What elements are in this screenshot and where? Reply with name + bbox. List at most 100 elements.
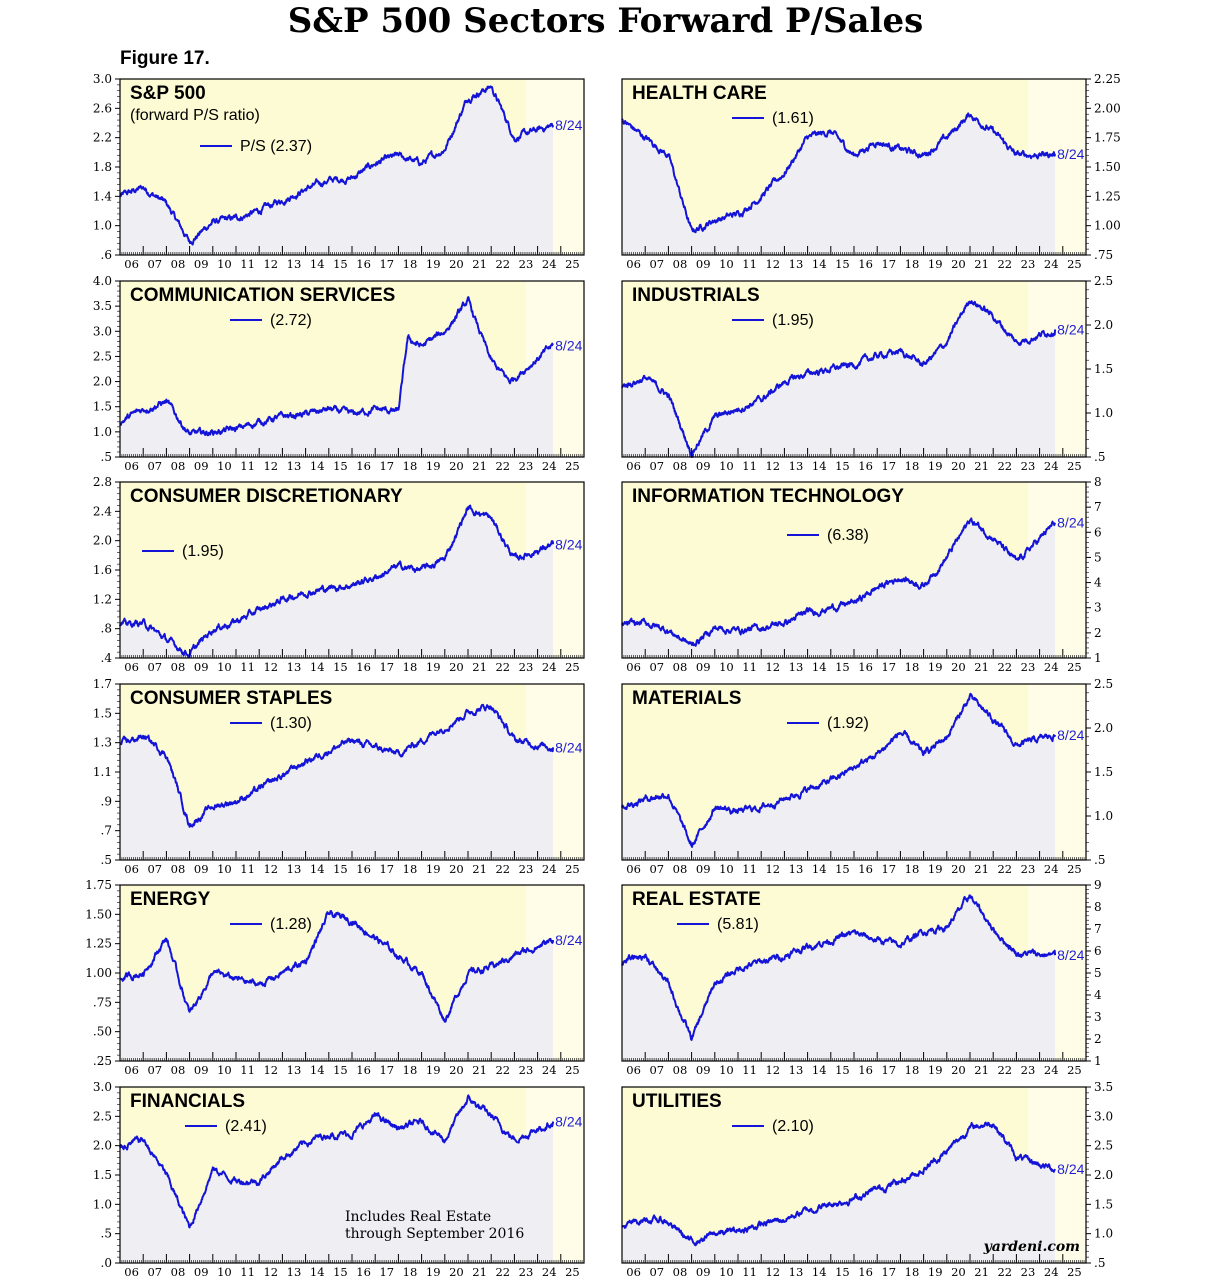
- x-tick-label: 22: [495, 459, 510, 473]
- y-tick-label: 8: [1094, 475, 1102, 489]
- x-tick-label: 06: [626, 862, 641, 876]
- x-tick-label: 22: [495, 257, 510, 271]
- x-tick-label: 18: [905, 862, 920, 876]
- area-fill: [622, 895, 1056, 1061]
- x-tick-label: 12: [263, 257, 278, 271]
- y-tick-label: 2.0: [1094, 721, 1113, 735]
- x-tick-label: 22: [997, 257, 1012, 271]
- panel-title: S&P 500: [130, 83, 206, 104]
- y-tick-label: 1.5: [1094, 1197, 1113, 1211]
- series-line: [621, 1121, 1056, 1247]
- x-tick-label: 08: [673, 257, 688, 271]
- chart-panel: 06 07 08 09 10 11 12 13 14 15 16 17 18 19 20 21 22 23 24 25…: [85, 878, 585, 1077]
- x-tick-label: 10: [217, 1063, 232, 1077]
- x-tick-label: 18: [403, 257, 418, 271]
- x-axis: 06 07 08 09 10 11 12 13 14 15 16 17 18 19 20 21 22 23 24 25: [621, 448, 1087, 473]
- x-tick-label: 06: [626, 459, 641, 473]
- y-axis: 3.0 2.5 2.0 1.5 1.0 .5 .0: [93, 1080, 120, 1270]
- x-tick-label: 07: [649, 862, 664, 876]
- x-tick-label: 21: [472, 459, 487, 473]
- x-tick-label: 09: [194, 660, 209, 674]
- x-tick-label: 23: [1021, 660, 1036, 674]
- x-tick-label: 14: [310, 257, 325, 271]
- y-axis: 3.5 3.0 2.5 2.0 1.5 1.0 .5: [1086, 1080, 1113, 1270]
- area-fill: [120, 297, 554, 457]
- y-tick-label: 1.4: [93, 189, 112, 203]
- x-tick-label: 19: [426, 1265, 441, 1279]
- y-tick-label: .50: [93, 1025, 112, 1039]
- x-tick-label: 25: [1067, 862, 1082, 876]
- x-tick-label: 10: [719, 257, 734, 271]
- x-tick-label: 19: [426, 257, 441, 271]
- y-tick-label: 3.5: [93, 299, 112, 313]
- panel-title: INDUSTRIALS: [632, 285, 760, 306]
- x-tick-label: 14: [812, 257, 827, 271]
- area-fill: [120, 86, 554, 256]
- x-tick-label: 11: [240, 660, 255, 674]
- series-line: [621, 692, 1057, 848]
- x-tick-label: 24: [542, 257, 557, 271]
- panel-title: CONSUMER DISCRETIONARY: [130, 486, 403, 507]
- x-tick-label: 07: [147, 257, 162, 271]
- y-tick-label: 1.6: [93, 563, 112, 577]
- y-tick-label: 6: [1094, 944, 1102, 958]
- x-tick-label: 22: [495, 862, 510, 876]
- x-tick-label: 21: [974, 862, 989, 876]
- x-tick-label: 11: [240, 1265, 255, 1279]
- x-tick-label: 21: [472, 862, 487, 876]
- y-tick-label: 1.75: [85, 878, 112, 892]
- x-axis: 06 07 08 09 10 11 12 13 14 15 16 17 18 19 20 21 22 23 24 25: [119, 448, 585, 473]
- x-tick-label: 12: [765, 257, 780, 271]
- x-tick-label: 15: [333, 1265, 348, 1279]
- x-tick-label: 25: [1067, 1063, 1082, 1077]
- x-tick-label: 11: [742, 660, 757, 674]
- x-tick-label: 07: [649, 257, 664, 271]
- x-tick-label: 07: [649, 1265, 664, 1279]
- panel-title: MATERIALS: [632, 688, 741, 709]
- y-tick-label: 2: [1094, 626, 1102, 640]
- y-axis: 8 7 6 5 4 3 2 1: [1086, 475, 1102, 665]
- end-date-label: 8/24: [555, 536, 582, 552]
- end-date-label: 8/24: [1057, 146, 1084, 162]
- x-tick-label: 22: [495, 1265, 510, 1279]
- x-tick-label: 16: [858, 1063, 873, 1077]
- page-title: S&P 500 Sectors Forward P/Sales: [287, 1, 924, 41]
- x-tick-label: 10: [217, 257, 232, 271]
- x-tick-label: 17: [881, 1265, 896, 1279]
- y-axis: 3.0 2.6 2.2 1.8 1.4 1.0 .6: [93, 72, 120, 262]
- x-tick-label: 09: [696, 459, 711, 473]
- x-tick-label: 16: [356, 459, 371, 473]
- x-tick-label: 22: [997, 459, 1012, 473]
- series-line: [119, 703, 555, 828]
- legend-label: (6.38): [827, 527, 869, 544]
- x-tick-label: 07: [649, 459, 664, 473]
- x-tick-label: 23: [1021, 1063, 1036, 1077]
- chart-panel: 06 07 08 09 10 11 12 13 14 15 16 17 18 19 20 21 22 23 24 25…: [93, 677, 585, 876]
- end-date-label: 8/24: [555, 739, 582, 755]
- x-tick-label: 21: [974, 1063, 989, 1077]
- panel-title: REAL ESTATE: [632, 889, 761, 910]
- series-line: [119, 296, 554, 437]
- y-tick-label: 1.50: [1094, 160, 1121, 174]
- x-tick-label: 10: [217, 1265, 232, 1279]
- x-tick-label: 09: [696, 257, 711, 271]
- x-tick-label: 18: [403, 1265, 418, 1279]
- x-tick-label: 24: [1044, 257, 1059, 271]
- panel-title: ENERGY: [130, 889, 211, 910]
- figure-label: Figure 17.: [120, 48, 210, 69]
- y-tick-label: .5: [101, 1227, 112, 1241]
- y-tick-label: 3.5: [1094, 1080, 1113, 1094]
- x-tick-label: 13: [287, 1063, 302, 1077]
- y-tick-label: .5: [101, 853, 112, 867]
- legend-label: (5.81): [717, 916, 759, 933]
- series-line: [119, 85, 555, 246]
- x-tick-label: 23: [519, 1265, 534, 1279]
- y-tick-label: 3.0: [93, 1080, 112, 1094]
- x-tick-label: 11: [742, 862, 757, 876]
- x-tick-label: 17: [881, 862, 896, 876]
- series-line: [621, 300, 1057, 458]
- series-line: [621, 112, 1057, 234]
- x-tick-label: 18: [403, 862, 418, 876]
- y-tick-label: .5: [101, 450, 112, 464]
